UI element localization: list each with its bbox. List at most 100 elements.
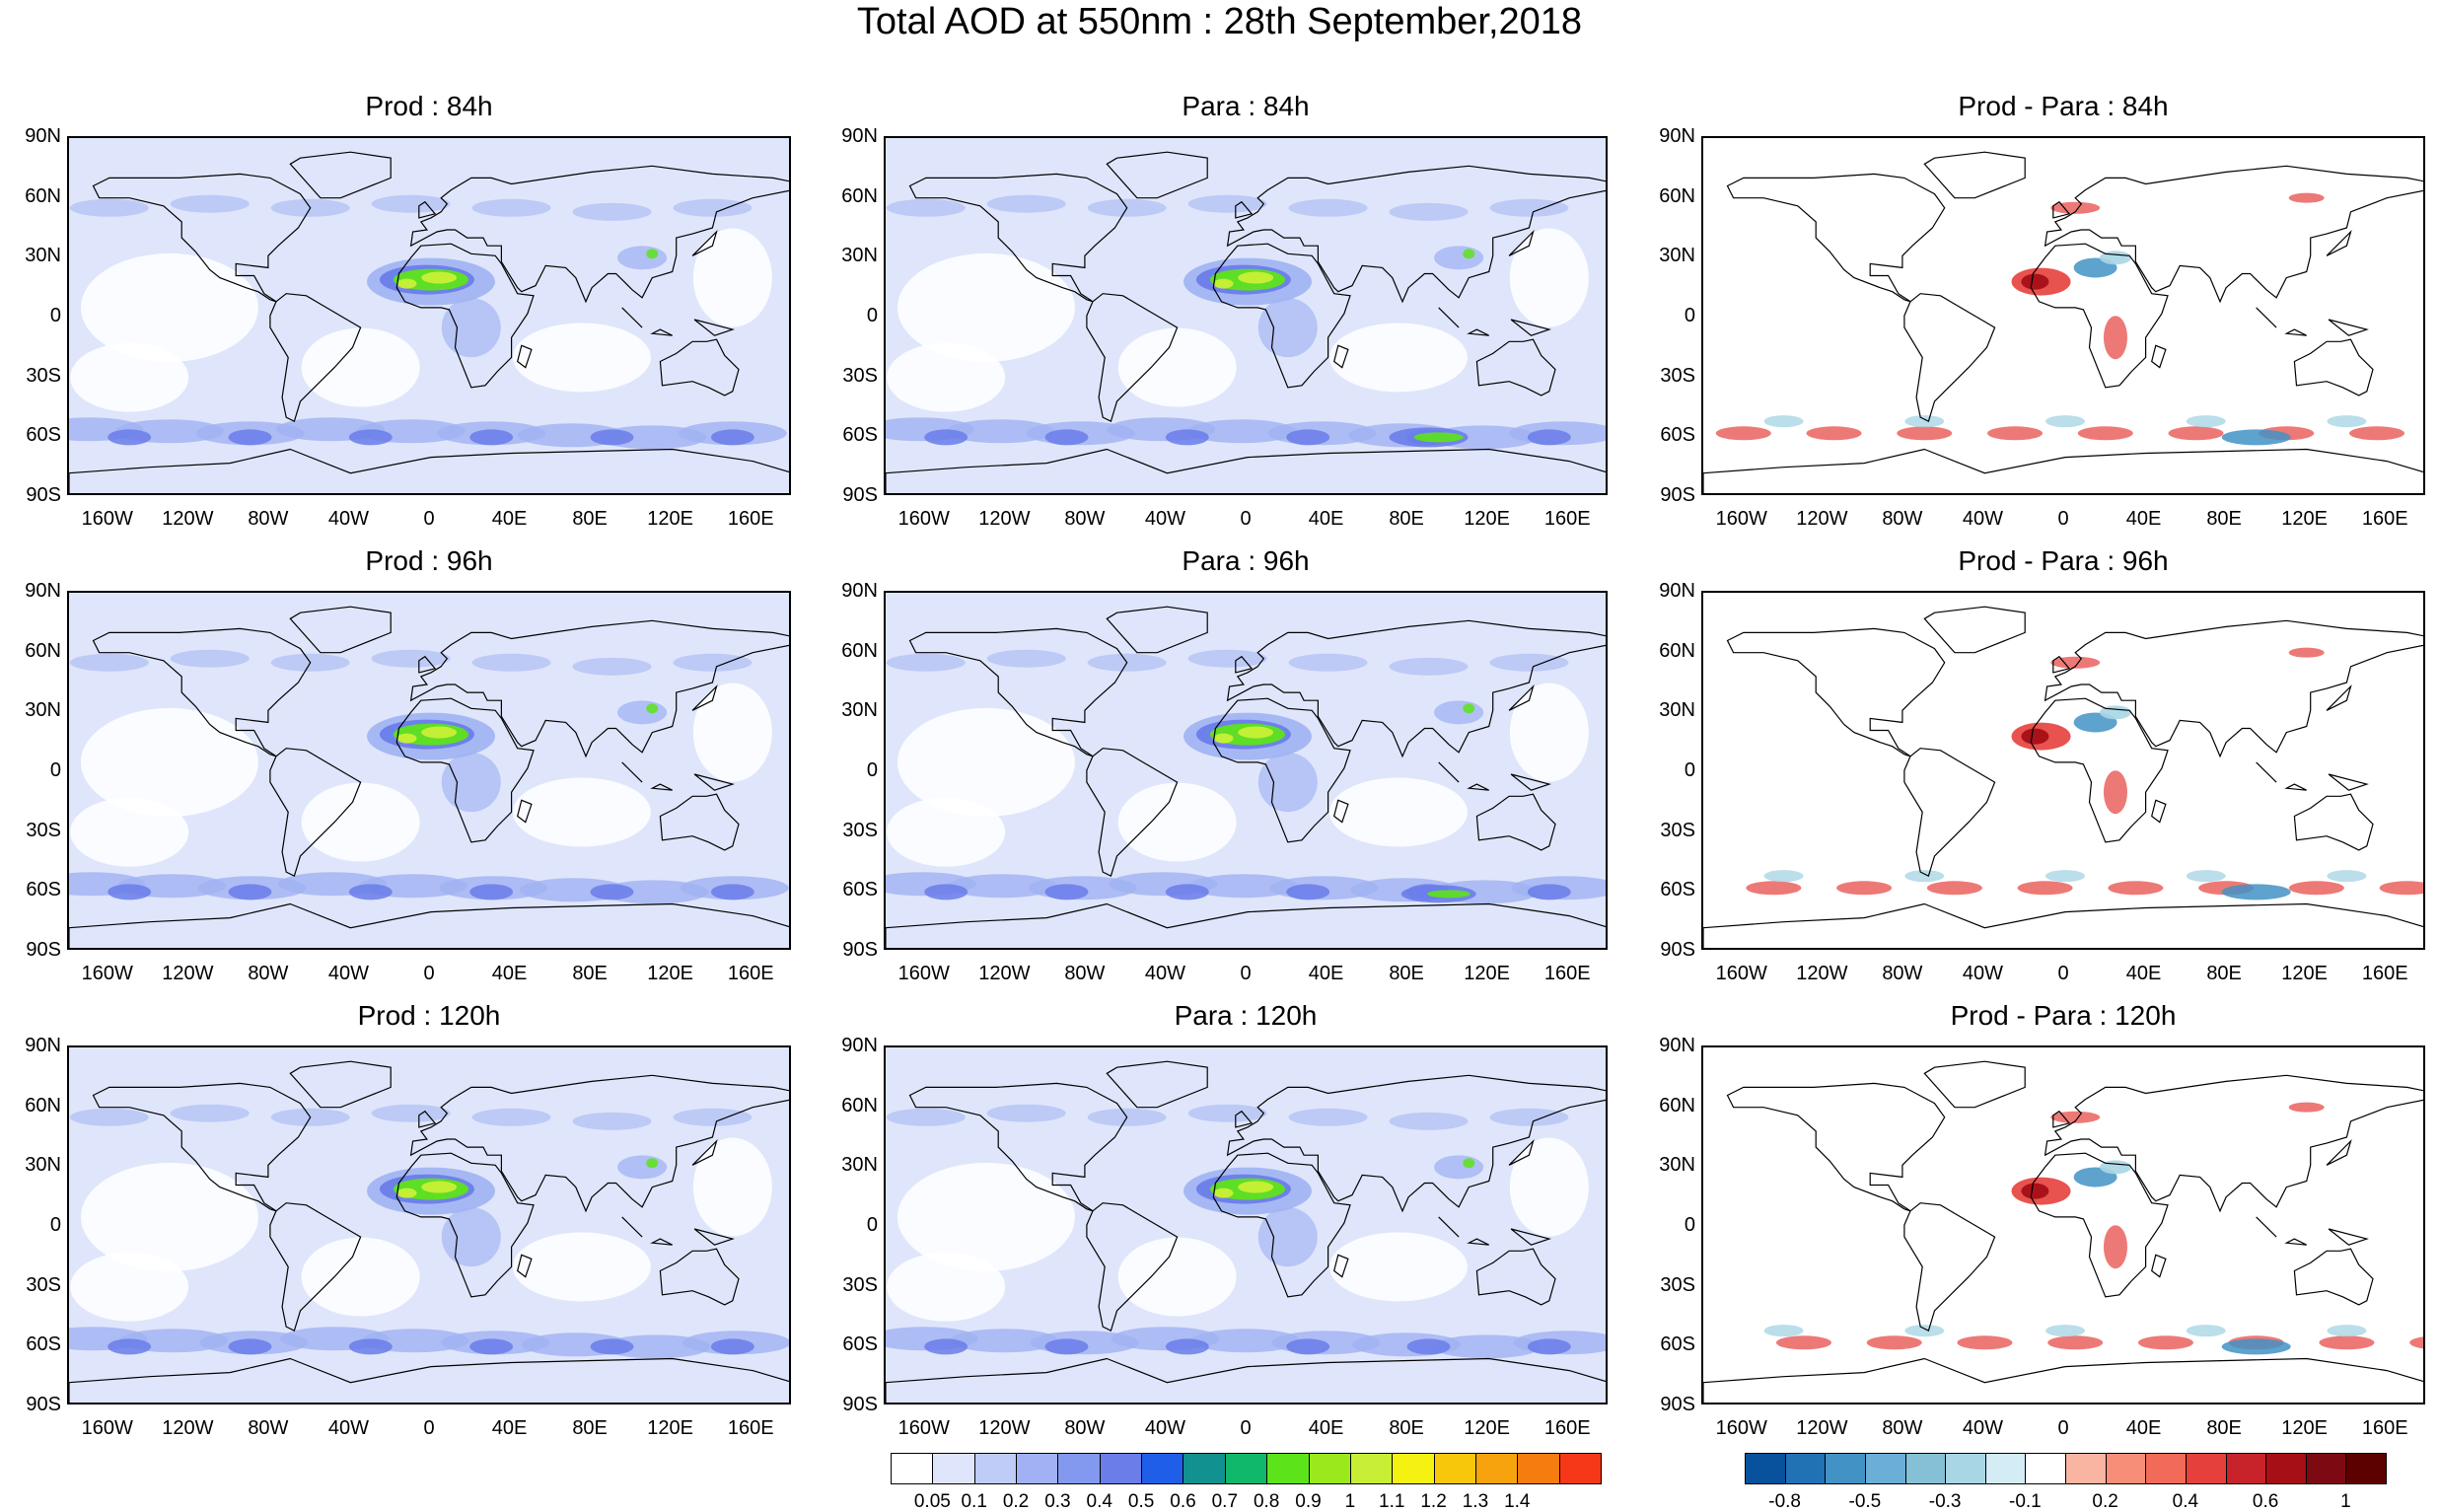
latitude-tick-label: 30N [25, 1154, 61, 1177]
longitude-tick-label: 0 [423, 963, 435, 984]
colorbar-swatch [1433, 1453, 1476, 1484]
latitude-tick-label: 90S [1660, 484, 1695, 506]
colorbar-swatch [2185, 1453, 2227, 1484]
longitude-tick-label: 80W [1064, 963, 1106, 984]
longitude-tick-label: 40W [1144, 1417, 1185, 1439]
longitude-tick-label: 40W [1962, 1417, 2003, 1439]
longitude-tick-label: 160W [1715, 508, 1767, 530]
latitude-tick-label: 0 [866, 1214, 878, 1236]
latitude-tick-label: 60N [1659, 184, 1695, 207]
panel-title: Prod : 84h [365, 91, 493, 121]
colorbar-label: -0.5 [1848, 1491, 1882, 1512]
colorbar-swatch [1864, 1453, 1906, 1484]
colorbar-label: 0.8 [1253, 1491, 1280, 1512]
colorbar-label: 1 [2340, 1491, 2351, 1512]
colorbar-swatch [2145, 1453, 2187, 1484]
longitude-tick-label: 40W [1962, 963, 2003, 984]
longitude-tick-label: 120W [162, 1417, 214, 1439]
aod-map [67, 591, 791, 950]
latitude-tick-label: 60N [1659, 639, 1695, 662]
longitude-tick-label: 160E [2361, 1417, 2408, 1439]
panel-title: Prod : 96h [365, 545, 493, 576]
longitude-tick-label: 80W [1882, 508, 1923, 530]
latitude-tick-label: 90S [842, 1394, 878, 1415]
longitude-tick-label: 0 [423, 1417, 435, 1439]
latitude-tick-label: 90N [841, 1035, 878, 1056]
colorbar-swatch [1016, 1453, 1059, 1484]
latitude-tick-label: 0 [866, 759, 878, 781]
panel-title: Para : 96h [1182, 545, 1310, 576]
latitude-tick-label: 0 [1684, 1214, 1695, 1236]
latitude-tick-label: 0 [1684, 305, 1695, 326]
panel-title: Prod - Para : 96h [1958, 545, 2169, 576]
longitude-tick-label: 40W [1962, 508, 2003, 530]
longitude-tick-label: 40E [2125, 963, 2162, 984]
panel-title: Prod - Para : 84h [1958, 91, 2169, 121]
longitude-tick-label: 80W [1882, 963, 1923, 984]
colorbar-label: 0.4 [1086, 1491, 1112, 1512]
longitude-tick-label: 160W [897, 1417, 950, 1439]
difference-map [1701, 136, 2425, 495]
latitude-tick-label: 0 [49, 759, 61, 781]
longitude-tick-label: 80E [572, 963, 608, 984]
longitude-tick-label: 120W [1796, 963, 1848, 984]
longitude-tick-label: 160E [1543, 508, 1591, 530]
longitude-tick-label: 160E [2361, 963, 2408, 984]
colorbar-swatch [2105, 1453, 2147, 1484]
colorbar-swatch [2345, 1453, 2387, 1484]
latitude-tick-label: 30S [1660, 1273, 1695, 1296]
longitude-tick-label: 80W [1064, 508, 1106, 530]
longitude-tick-label: 120W [1796, 508, 1848, 530]
panel-title: Prod - Para : 120h [1950, 1000, 2177, 1031]
colorbar-swatch [1266, 1453, 1310, 1484]
colorbar-swatch [1825, 1453, 1866, 1484]
latitude-tick-label: 30N [1659, 1154, 1695, 1177]
latitude-tick-label: 0 [49, 1214, 61, 1236]
latitude-tick-label: 90S [842, 484, 878, 506]
longitude-tick-label: 120W [978, 1417, 1031, 1439]
longitude-tick-label: 120W [978, 508, 1031, 530]
colorbar-swatch [932, 1453, 975, 1484]
colorbar-label: 0.6 [1170, 1491, 1196, 1512]
latitude-tick-label: 30S [842, 1273, 878, 1296]
latitude-tick-label: 30S [842, 819, 878, 841]
longitude-tick-label: 120E [1464, 1417, 1511, 1439]
longitude-tick-label: 40W [327, 963, 369, 984]
latitude-tick-label: 60N [25, 1094, 61, 1116]
latitude-tick-label: 90S [1660, 1394, 1695, 1415]
longitude-tick-label: 120W [1796, 1417, 1848, 1439]
longitude-tick-label: 80W [248, 1417, 289, 1439]
latitude-tick-label: 30S [26, 364, 61, 387]
colorbar-swatch [2305, 1453, 2347, 1484]
map-canvas [886, 138, 1606, 493]
latitude-tick-label: 90S [26, 484, 61, 506]
longitude-tick-label: 0 [1240, 963, 1252, 984]
colorbar-swatch [1784, 1453, 1827, 1484]
colorbar-swatch [2025, 1453, 2066, 1484]
panel-title: Para : 84h [1182, 91, 1310, 121]
colorbar-label: 0.3 [1044, 1491, 1071, 1512]
colorbar-label: -0.1 [2009, 1491, 2042, 1512]
aod-map [884, 1045, 1608, 1404]
colorbar-swatch [1745, 1453, 1786, 1484]
latitude-tick-label: 60S [26, 1333, 61, 1356]
longitude-tick-label: 40E [1308, 1417, 1344, 1439]
latitude-tick-label: 30S [842, 364, 878, 387]
latitude-tick-label: 60S [842, 879, 878, 901]
latitude-tick-label: 30N [25, 699, 61, 722]
longitude-tick-label: 0 [2057, 963, 2069, 984]
latitude-tick-label: 90N [1659, 125, 1695, 147]
latitude-tick-label: 90N [25, 125, 61, 147]
longitude-tick-label: 40E [491, 963, 528, 984]
latitude-tick-label: 30S [1660, 819, 1695, 841]
latitude-tick-label: 60S [26, 424, 61, 447]
longitude-tick-label: 40E [1308, 508, 1344, 530]
longitude-tick-label: 160W [897, 508, 950, 530]
longitude-tick-label: 40W [1144, 508, 1185, 530]
latitude-tick-label: 60S [1660, 879, 1695, 901]
longitude-tick-label: 80W [1064, 1417, 1106, 1439]
longitude-tick-label: 160E [1543, 963, 1591, 984]
longitude-tick-label: 160W [81, 1417, 133, 1439]
latitude-tick-label: 30N [1659, 699, 1695, 722]
longitude-tick-label: 80E [572, 508, 608, 530]
